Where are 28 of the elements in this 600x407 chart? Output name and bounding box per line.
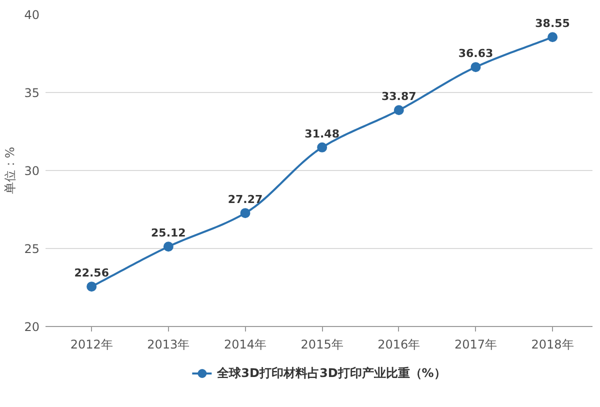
y-tick-label: 20 xyxy=(24,320,40,334)
x-tick-label: 2013年 xyxy=(147,338,190,352)
y-tick-label: 35 xyxy=(24,86,40,100)
y-tick-label: 30 xyxy=(24,164,40,178)
x-tick-label: 2017年 xyxy=(454,338,497,352)
point xyxy=(240,208,250,218)
data-label: 31.48 xyxy=(304,127,340,140)
point xyxy=(86,282,97,292)
y-axis-title: 单位：% xyxy=(3,146,18,194)
data-label: 22.56 xyxy=(74,266,110,280)
data-label: 25.12 xyxy=(151,226,186,240)
point xyxy=(317,142,328,152)
point xyxy=(548,32,558,42)
y-tick-label: 40 xyxy=(24,8,40,22)
point xyxy=(163,242,174,252)
legend-label: 全球3D打印材料占3D打印产业比重（%） xyxy=(217,364,446,382)
data-label: 33.87 xyxy=(382,90,416,104)
data-label: 38.55 xyxy=(535,17,570,30)
data-label: 27.27 xyxy=(228,193,263,206)
x-tick-label: 2015年 xyxy=(300,338,344,352)
point xyxy=(470,62,481,72)
x-tick-label: 2018年 xyxy=(531,338,574,352)
x-tick-label: 2016年 xyxy=(378,338,420,352)
x-tick-label: 2014年 xyxy=(224,338,267,352)
data-label: 36.63 xyxy=(458,47,494,60)
x-tick-label: 2012年 xyxy=(70,338,113,352)
point xyxy=(394,105,404,116)
y-tick-label: 25 xyxy=(24,242,40,256)
